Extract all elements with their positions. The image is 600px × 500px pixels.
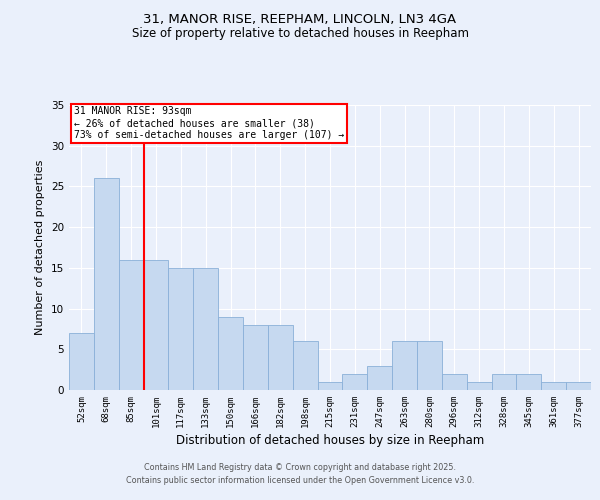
Text: Size of property relative to detached houses in Reepham: Size of property relative to detached ho… [131,28,469,40]
Bar [293,341,317,390]
Bar [243,325,268,390]
Bar [367,366,392,390]
Bar [541,382,566,390]
Bar [517,374,541,390]
Bar [467,382,491,390]
Bar [94,178,119,390]
Text: Contains HM Land Registry data © Crown copyright and database right 2025.: Contains HM Land Registry data © Crown c… [144,464,456,472]
Bar [193,268,218,390]
Text: Contains public sector information licensed under the Open Government Licence v3: Contains public sector information licen… [126,476,474,485]
Bar [317,382,343,390]
Bar [119,260,143,390]
Text: 31, MANOR RISE, REEPHAM, LINCOLN, LN3 4GA: 31, MANOR RISE, REEPHAM, LINCOLN, LN3 4G… [143,12,457,26]
Text: 31 MANOR RISE: 93sqm
← 26% of detached houses are smaller (38)
73% of semi-detac: 31 MANOR RISE: 93sqm ← 26% of detached h… [74,106,344,140]
Bar [566,382,591,390]
Bar [442,374,467,390]
X-axis label: Distribution of detached houses by size in Reepham: Distribution of detached houses by size … [176,434,484,447]
Bar [417,341,442,390]
Bar [143,260,169,390]
Bar [218,316,243,390]
Bar [268,325,293,390]
Bar [169,268,193,390]
Bar [343,374,367,390]
Bar [69,333,94,390]
Y-axis label: Number of detached properties: Number of detached properties [35,160,46,335]
Bar [392,341,417,390]
Bar [491,374,517,390]
